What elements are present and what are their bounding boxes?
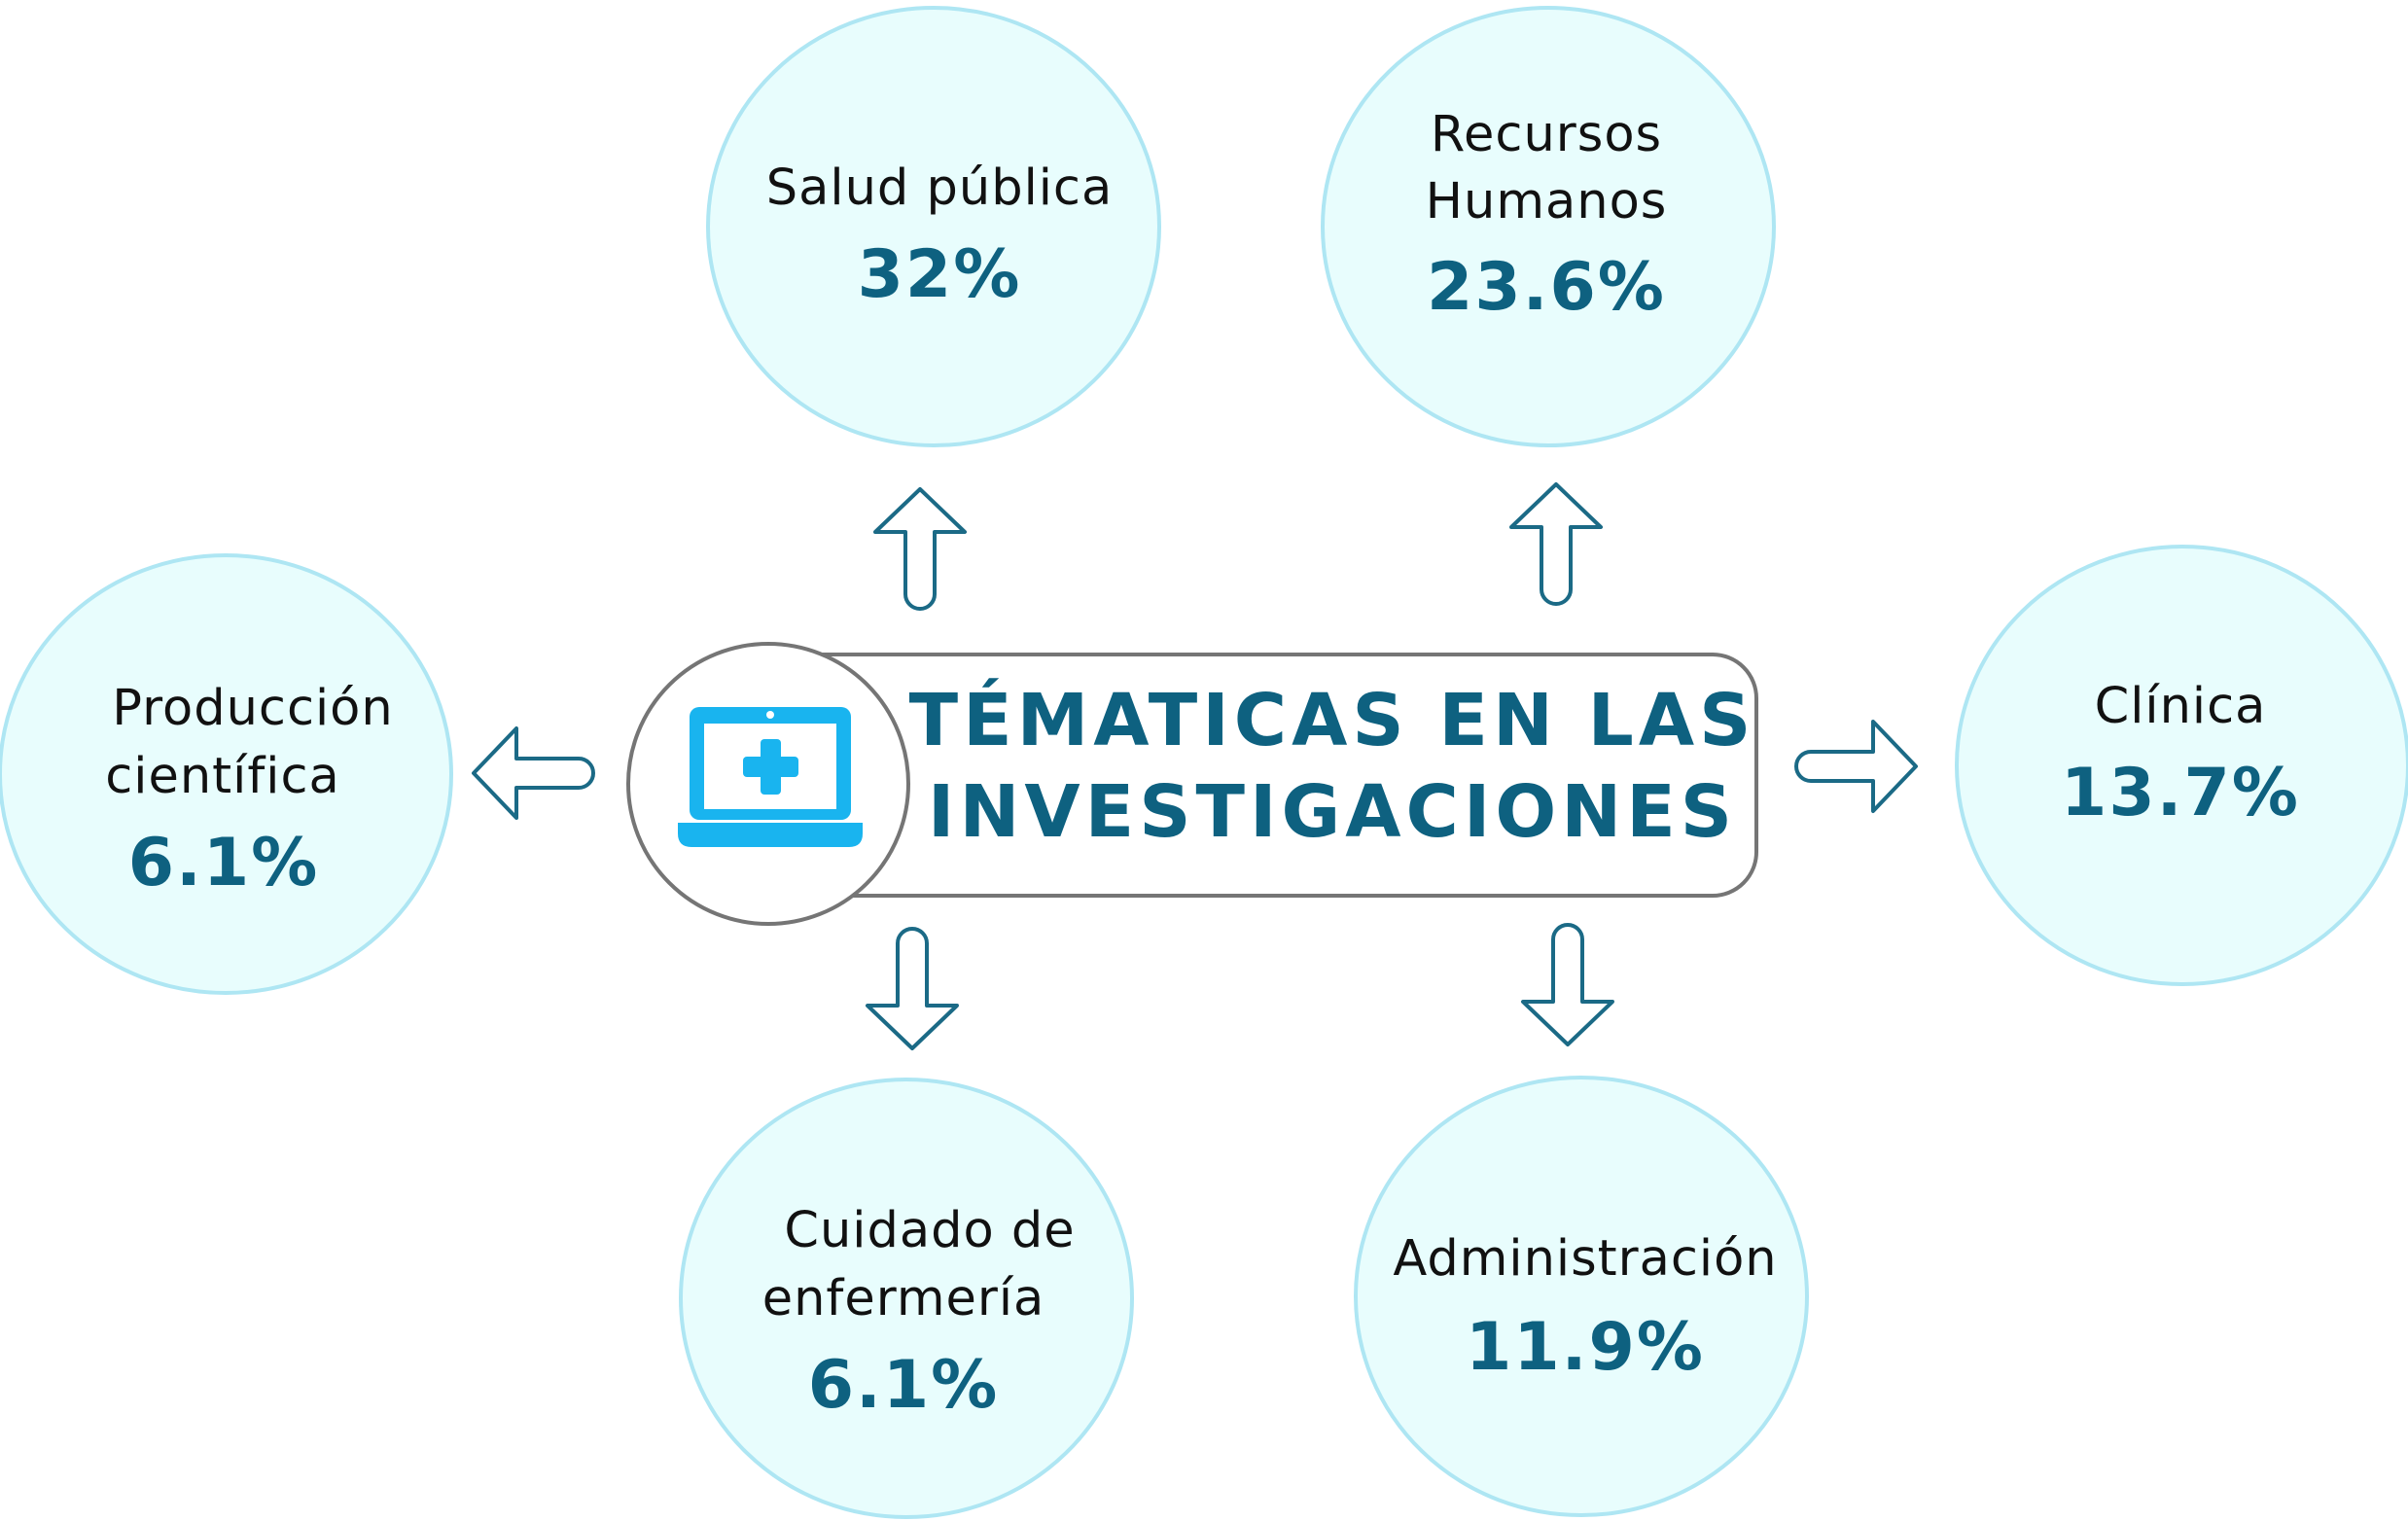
node-label: Salud pública bbox=[766, 159, 1113, 217]
laptop-medical-icon bbox=[678, 707, 863, 847]
arrow-up-recursos-humanos-icon bbox=[1509, 482, 1603, 606]
node-label: Administración bbox=[1393, 1230, 1777, 1288]
arrow-down-administracion-icon bbox=[1521, 923, 1614, 1046]
node-label: Recursos bbox=[1431, 106, 1662, 163]
central-hub: TÉMATICAS EN LAS INVESTIGACIONES bbox=[626, 642, 1758, 926]
arrow-up-salud-publica-icon bbox=[873, 487, 967, 611]
arrow-right-clinica-icon bbox=[1794, 720, 1918, 813]
arrow-left-produccion-cientifica-icon bbox=[472, 726, 595, 820]
node-circle bbox=[1354, 1076, 1809, 1517]
node-label: Clínica bbox=[2095, 678, 2267, 735]
title-line-2: INVESTIGACIONES bbox=[928, 770, 1737, 854]
node-salud-publica: Salud pública 32% bbox=[706, 6, 1161, 447]
topic-nodes: Salud pública 32% Recursos Humanos 23.6% Prod… bbox=[0, 6, 2408, 1519]
title-line-1: TÉMATICAS EN LAS bbox=[909, 677, 1756, 762]
node-administracion: Administración 11.9% bbox=[1354, 1076, 1809, 1517]
node-cuidado-enfermeria: Cuidado de enfermería 6.1% bbox=[679, 1078, 1134, 1519]
node-value: 32% bbox=[858, 236, 1022, 313]
node-circle bbox=[679, 1078, 1134, 1519]
arrow-down-cuidado-enfermeria-icon bbox=[866, 927, 959, 1050]
node-label: Humanos bbox=[1426, 173, 1668, 230]
node-label: Producción bbox=[112, 680, 393, 737]
node-produccion-cientifica: Producción científica 6.1% bbox=[0, 553, 453, 995]
node-value: 6.1% bbox=[128, 825, 320, 902]
node-label: científica bbox=[105, 748, 340, 805]
node-circle bbox=[0, 553, 453, 995]
node-value: 11.9% bbox=[1466, 1309, 1705, 1386]
node-label: enfermería bbox=[762, 1270, 1045, 1327]
node-circle bbox=[706, 6, 1161, 447]
node-clinica: Clínica 13.7% bbox=[1955, 545, 2408, 986]
node-circle bbox=[1321, 6, 1776, 447]
node-recursos-humanos: Recursos Humanos 23.6% bbox=[1321, 6, 1776, 447]
node-value: 13.7% bbox=[2061, 755, 2300, 831]
arrows bbox=[472, 482, 1918, 1050]
node-label: Cuidado de bbox=[784, 1202, 1075, 1259]
node-circle bbox=[1955, 545, 2408, 986]
node-value: 23.6% bbox=[1427, 249, 1666, 326]
node-value: 6.1% bbox=[808, 1347, 1000, 1424]
